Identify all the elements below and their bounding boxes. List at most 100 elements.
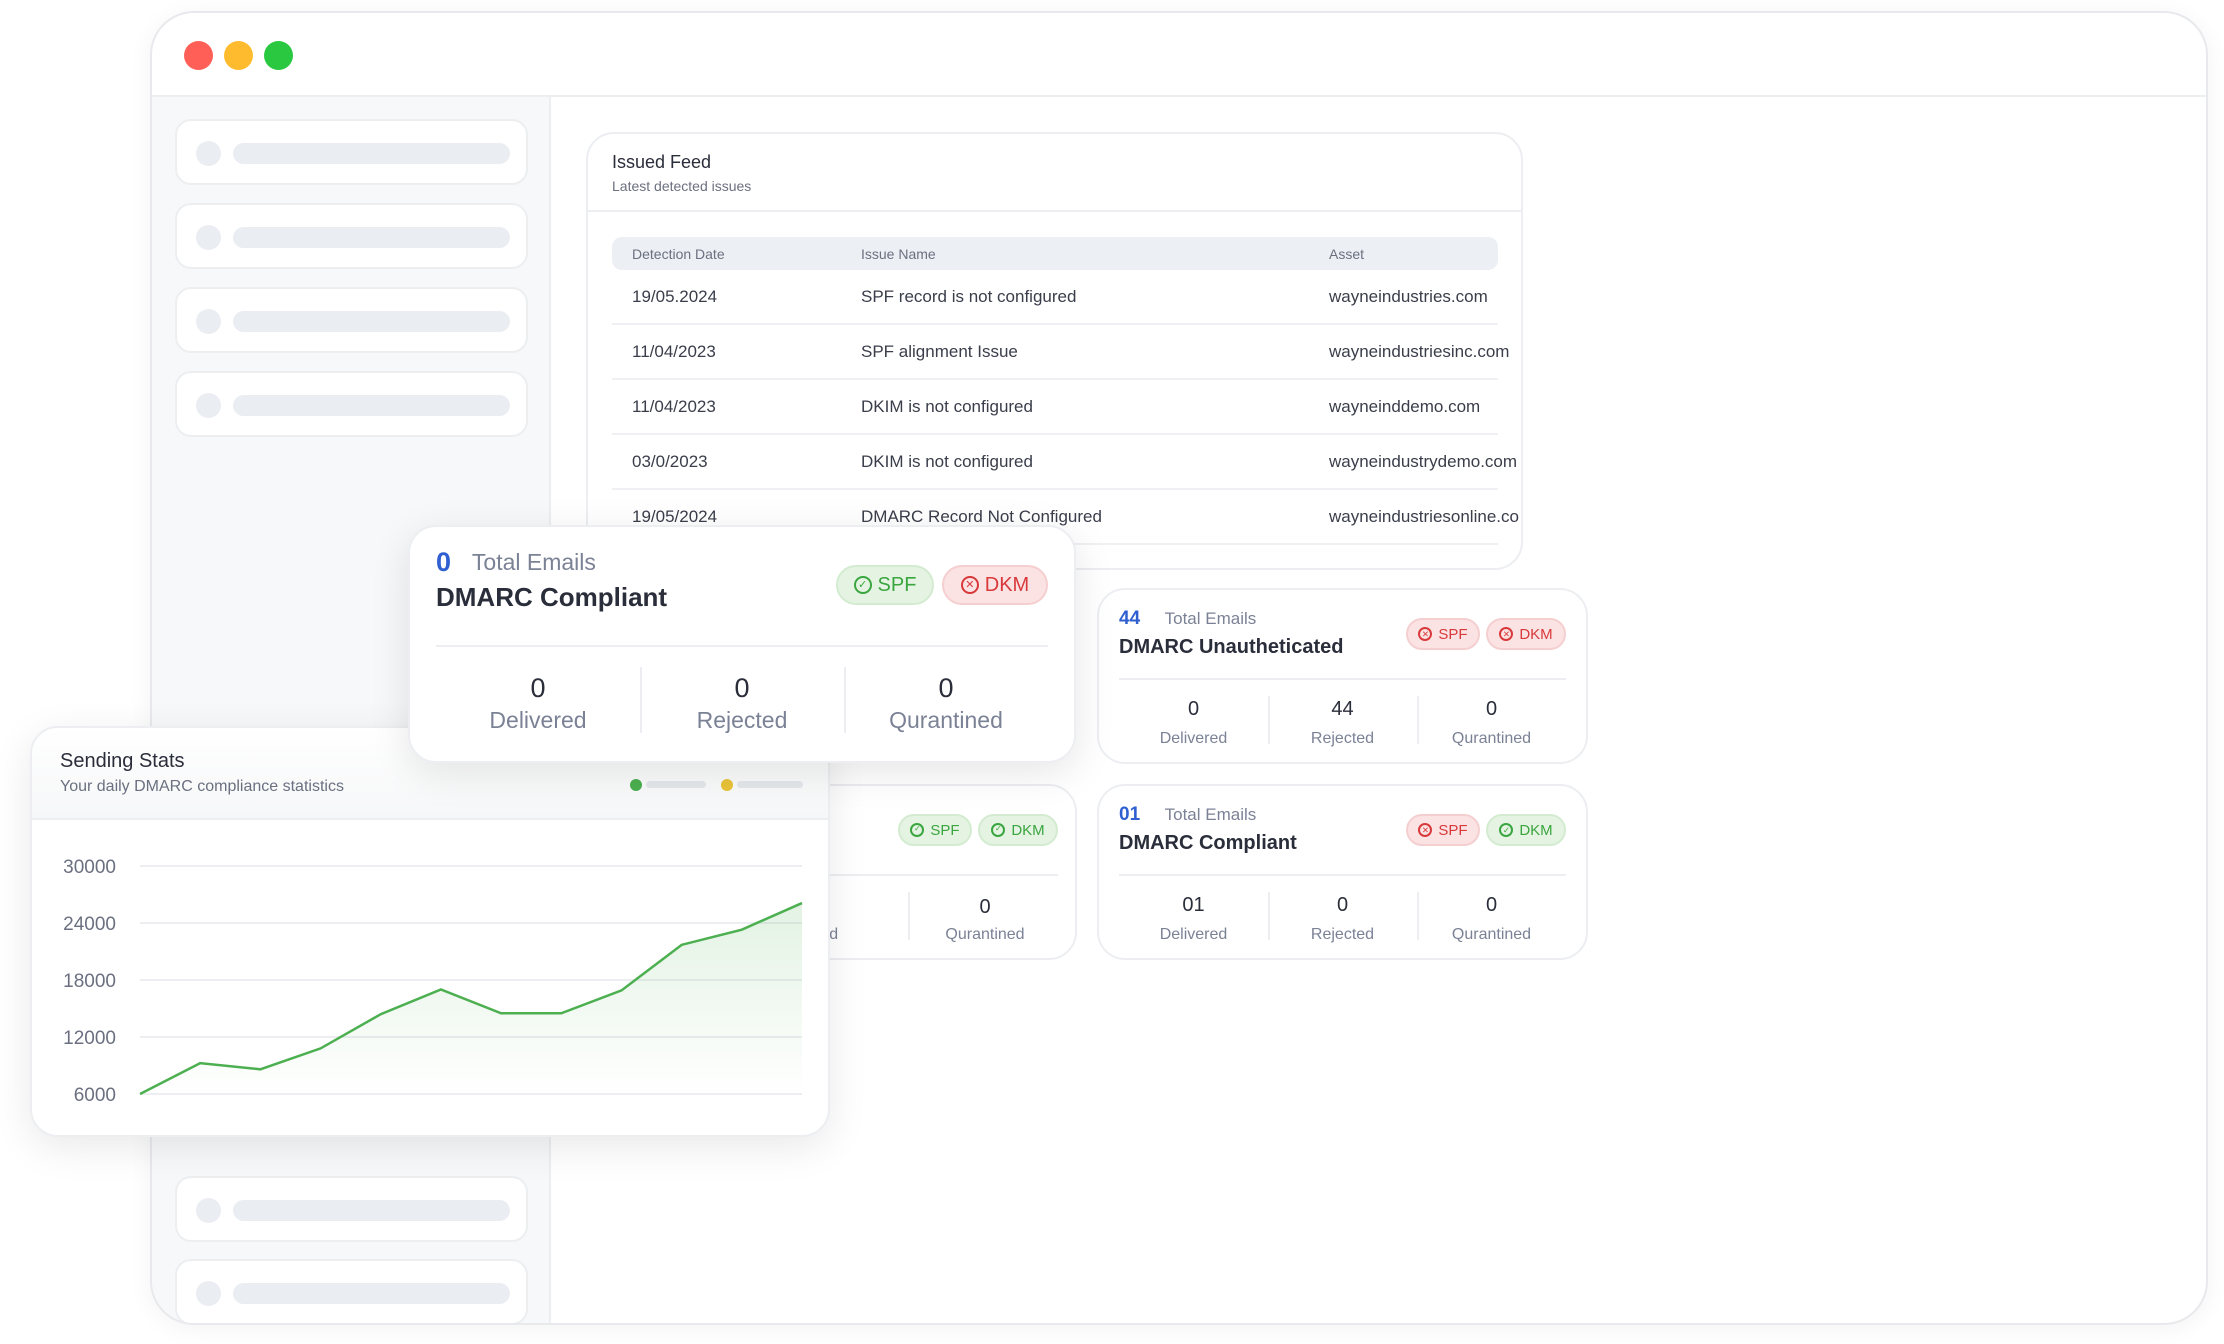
stat-label-qurantined: Qurantined	[1451, 730, 1532, 747]
column-header-asset[interactable]: Asset	[1329, 245, 1365, 262]
stat-value-qurantined: 0	[938, 673, 954, 703]
sidebar-item-placeholder[interactable]	[175, 1176, 528, 1242]
table-row[interactable]: 03/0/2023 DKIM is not configured wayneindu…	[612, 435, 1517, 490]
table-row[interactable]: 19/05.2024 SPF record is not configured wa…	[612, 270, 1498, 325]
legend-green-dot	[630, 779, 642, 791]
sidebar-item-placeholder[interactable]	[175, 371, 528, 437]
sidebar-item-placeholder[interactable]	[175, 1259, 528, 1323]
y-tick-label: 6000	[74, 1085, 116, 1106]
y-tick-label: 18000	[63, 971, 116, 992]
table-row[interactable]: 11/04/2023 SPF alignment Issue wayneindust…	[612, 325, 1509, 380]
spf-badge: ✕ SPF	[1406, 814, 1480, 846]
badge-label: DKM	[1519, 821, 1553, 839]
dkm-badge: ✕ DKM	[942, 565, 1048, 605]
total-emails-count: 0	[436, 547, 452, 577]
stat-value: 0	[979, 896, 991, 918]
issue-name: DMARC Record Not Configured	[861, 506, 1102, 526]
detection-date: 03/0/2023	[632, 451, 708, 471]
email-stats-card-unauthenticated: 44 Total Emails DMARC Unautheticated ✕ SPF ✕ D…	[1097, 588, 1588, 764]
y-tick-label: 24000	[63, 914, 116, 935]
badge-label: DKM	[1519, 625, 1553, 643]
stat-label-delivered: Delivered	[1159, 926, 1228, 943]
sending-stats-card: Sending Stats Your daily DMARC complianc…	[30, 726, 830, 1137]
issue-name: SPF alignment Issue	[861, 341, 1018, 361]
legend-yellow-dot	[721, 779, 733, 791]
stat-label-delivered: Delivered	[489, 707, 587, 733]
asset-domain: wayneinddemo.com	[1329, 396, 1481, 416]
issued-feed-title: Issued Feed	[612, 152, 712, 172]
check-circle-icon: ✓	[991, 823, 1006, 837]
stat-label-rejected: Rejected	[696, 707, 788, 733]
issue-name: DKIM is not configured	[861, 396, 1033, 416]
column-header-issue[interactable]: Issue Name	[861, 245, 936, 262]
y-tick-label: 30000	[63, 857, 116, 878]
detection-date: 11/04/2023	[632, 341, 716, 361]
stat-value-delivered: 0	[530, 673, 546, 703]
stat-value-rejected: 0	[1336, 894, 1349, 916]
email-stats-card-featured: 0 Total Emails DMARC Compliant ✓ SPF ✕ DKM 0 Del…	[408, 525, 1076, 763]
stat-label-rejected: Rejected	[1310, 730, 1375, 747]
maximize-button[interactable]	[264, 41, 293, 70]
asset-domain: wayneindustrydemo.com	[1329, 451, 1518, 471]
column-header-date[interactable]: Detection Date	[632, 245, 725, 262]
email-stats-card-compliant: 01 Total Emails DMARC Compliant ✕ SPF ✓ DKM 01 D…	[1097, 784, 1588, 960]
stat-label-delivered: Delivered	[1159, 730, 1228, 747]
total-emails-count: 44	[1119, 608, 1141, 629]
stat-value-delivered: 01	[1182, 894, 1205, 916]
sidebar-item-placeholder[interactable]	[175, 287, 528, 353]
x-circle-icon: ✕	[1418, 627, 1433, 641]
asset-domain: wayneindustriesonline.co	[1329, 506, 1519, 526]
legend-placeholder-bar	[737, 781, 803, 788]
dkm-badge: ✓ DKM	[1486, 814, 1566, 846]
badge-label: DKM	[1011, 821, 1045, 839]
total-emails-count: 01	[1119, 804, 1141, 825]
detection-date: 19/05/2024	[632, 506, 718, 526]
stat-label-qurantined: Qurantined	[1451, 926, 1532, 943]
issued-feed-card: Issued Feed Latest detected issues Detec…	[586, 132, 1523, 570]
badge-label: SPF	[877, 573, 917, 596]
badge-label: SPF	[1438, 821, 1468, 839]
card-title: DMARC Compliant	[1119, 832, 1297, 854]
close-button[interactable]	[184, 41, 213, 70]
title-bar	[152, 13, 2206, 97]
minimize-button[interactable]	[224, 41, 253, 70]
stat-value-qurantined: 0	[1485, 894, 1498, 916]
total-emails-label: Total Emails	[471, 549, 596, 575]
y-tick-label: 12000	[63, 1028, 116, 1049]
total-emails-label: Total Emails	[1164, 805, 1257, 824]
sidebar-item-placeholder[interactable]	[175, 119, 528, 185]
table-row[interactable]: 11/04/2023 DKIM is not configured wayneind…	[612, 380, 1498, 435]
total-emails-label: Total Emails	[1164, 609, 1257, 628]
stat-value-delivered: 0	[1187, 698, 1200, 720]
spf-badge: ✓ SPF	[836, 565, 934, 605]
x-circle-icon: ✕	[1499, 627, 1514, 641]
x-circle-icon: ✕	[1418, 823, 1433, 837]
issued-feed-subtitle: Latest detected issues	[612, 178, 752, 194]
legend-placeholder-bar	[646, 781, 706, 788]
detection-date: 19/05.2024	[632, 286, 718, 306]
spf-badge: ✓ SPF	[898, 814, 972, 846]
card-title: DMARC Unautheticated	[1119, 636, 1344, 658]
stat-label-rejected: Rejected	[1310, 926, 1375, 943]
asset-domain: wayneindustries.com	[1329, 286, 1488, 306]
stat-value-qurantined: 0	[1485, 698, 1498, 720]
stat-label-qurantined: Qurantined	[889, 707, 1003, 733]
check-circle-icon: ✓	[1499, 823, 1514, 837]
sidebar-item-placeholder[interactable]	[175, 203, 528, 269]
check-circle-icon: ✓	[853, 576, 872, 594]
sending-stats-title-text: Sending Stats	[60, 750, 185, 772]
x-circle-icon: ✕	[960, 576, 979, 594]
stat-label: Qurantined	[945, 926, 1025, 943]
stat-value-rejected: 44	[1331, 698, 1354, 720]
badge-label: SPF	[930, 821, 960, 839]
badge-label: DKM	[984, 573, 1030, 596]
asset-domain: wayneindustriesinc.com	[1329, 341, 1510, 361]
sending-stats-chart: 30000 24000 18000 12000 6000	[63, 857, 803, 1106]
sending-stats-subtitle-text: Your daily DMARC compliance statistics	[60, 778, 344, 795]
issue-name: DKIM is not configured	[861, 451, 1033, 471]
series-line	[139, 901, 803, 1096]
detection-date: 11/04/2023	[632, 396, 716, 416]
spf-badge: ✕ SPF	[1406, 618, 1480, 650]
check-circle-icon: ✓	[910, 823, 925, 837]
issue-name: SPF record is not configured	[861, 286, 1077, 306]
